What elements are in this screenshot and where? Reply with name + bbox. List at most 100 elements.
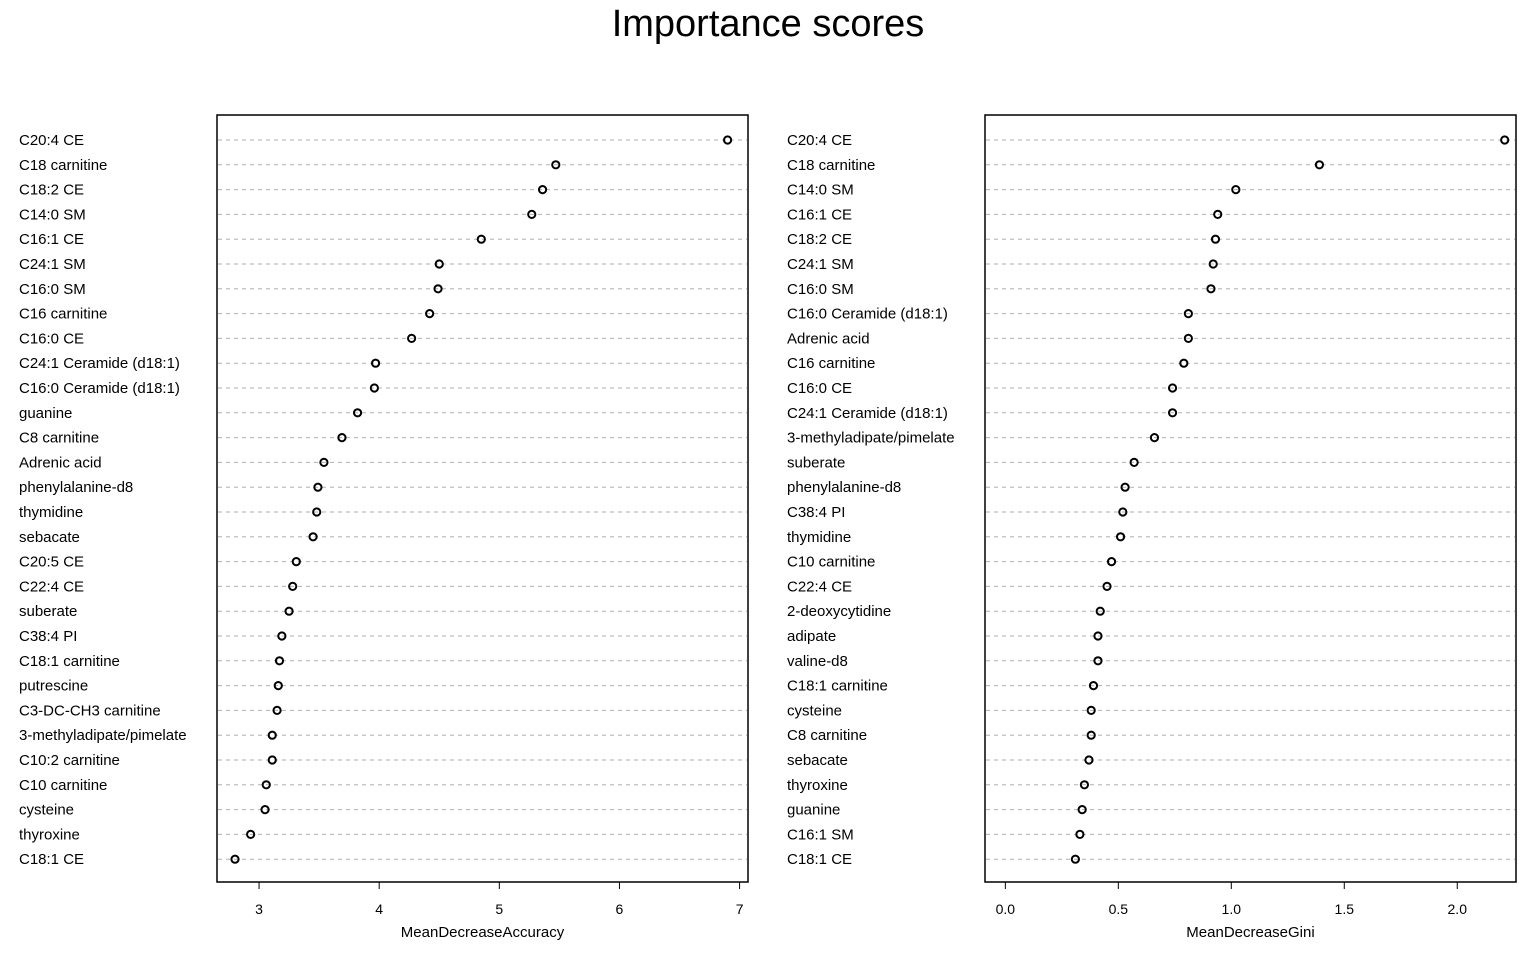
data-point [537, 185, 548, 195]
category-label: C24:1 SM [787, 256, 854, 273]
figure-title: Importance scores [612, 3, 925, 45]
plot-frame [216, 114, 749, 883]
x-tick-label: 0.5 [1109, 901, 1129, 917]
category-label: C24:1 SM [19, 256, 86, 273]
category-label: 2-deoxycytidine [787, 603, 891, 620]
data-point [1079, 780, 1090, 790]
category-label: C8 carnitine [787, 727, 867, 744]
category-label: thyroxine [19, 826, 80, 843]
category-label: 3-methyladipate/pimelate [19, 727, 187, 744]
data-point [1086, 705, 1096, 716]
data-point [277, 631, 287, 641]
data-point [1093, 631, 1103, 641]
category-label: C18:2 CE [787, 231, 852, 248]
data-point [272, 705, 282, 716]
category-label: C38:4 PI [787, 504, 845, 521]
plot-frame [984, 114, 1517, 883]
category-label: C3-DC-CH3 carnitine [19, 702, 161, 719]
x-tick-label: 7 [736, 901, 744, 917]
data-point [319, 457, 329, 467]
data-point [337, 433, 347, 443]
category-label: C14:0 SM [787, 182, 854, 199]
category-label: C16:0 Ceramide (d18:1) [787, 306, 948, 323]
data-point [425, 309, 435, 319]
x-tick-label: 1.5 [1335, 901, 1355, 917]
category-label: C22:4 CE [787, 578, 852, 595]
category-label: C16 carnitine [19, 306, 107, 323]
data-point [407, 333, 417, 343]
data-point [1208, 259, 1218, 269]
data-point [284, 606, 294, 616]
category-label: C16:0 SM [19, 281, 86, 298]
data-point [308, 532, 318, 542]
category-label: valine-d8 [787, 653, 848, 670]
category-label: 3-methyladipate/pimelate [787, 430, 955, 447]
category-label: C18:1 CE [787, 851, 852, 868]
data-point [246, 829, 256, 840]
data-point [1149, 433, 1160, 443]
category-label: suberate [787, 454, 845, 471]
data-point [1179, 358, 1189, 368]
data-point [1167, 383, 1178, 393]
data-point [1093, 656, 1103, 666]
category-label: C16 carnitine [787, 355, 875, 372]
data-point [1210, 234, 1221, 244]
category-label: C18 carnitine [19, 157, 107, 174]
x-axis-label: MeanDecreaseAccuracy [401, 924, 565, 941]
category-label: C18:1 carnitine [787, 678, 888, 695]
data-point [273, 681, 283, 691]
category-label: C18:1 carnitine [19, 653, 120, 670]
category-label: C8 carnitine [19, 430, 99, 447]
data-point [1086, 730, 1096, 740]
category-label: phenylalanine-d8 [787, 479, 901, 496]
data-point [1115, 532, 1126, 542]
data-point [313, 482, 323, 492]
data-point [1102, 581, 1112, 592]
category-label: C16:0 CE [787, 380, 852, 397]
data-point [1206, 284, 1216, 294]
category-label: sebacate [19, 529, 80, 546]
gini-dotchart-panel: C20:4 CE C18 carnitine C14:0 SM C16:1 CE C18… [787, 114, 1517, 941]
category-label: C10 carnitine [787, 554, 875, 571]
x-tick-label: 2.0 [1448, 901, 1468, 917]
data-point [1129, 457, 1139, 467]
category-label: Adrenic acid [19, 454, 102, 471]
data-point [551, 160, 561, 170]
category-label: C24:1 Ceramide (d18:1) [19, 355, 180, 372]
data-point [260, 805, 270, 815]
category-label: thymidine [19, 504, 83, 521]
category-label: phenylalanine-d8 [19, 479, 133, 496]
data-point [312, 507, 322, 517]
data-point [1070, 854, 1080, 864]
data-point [1077, 805, 1087, 815]
category-label: C20:5 CE [19, 554, 84, 571]
data-point [1213, 209, 1223, 219]
category-label: C16:0 CE [19, 330, 84, 347]
category-label: cysteine [787, 702, 842, 719]
data-point [1231, 185, 1241, 195]
x-tick-label: 1.0 [1222, 901, 1242, 917]
category-label: C38:4 PI [19, 628, 77, 645]
data-point [527, 209, 537, 219]
category-label: C18 carnitine [787, 157, 875, 174]
accuracy-dotchart-panel: C20:4 CE C18 carnitine C18:2 CE C14:0 SM C16… [19, 114, 749, 941]
x-axis-label: MeanDecreaseGini [1186, 924, 1314, 941]
data-point [434, 259, 444, 269]
data-point [1118, 507, 1128, 517]
category-label: C18:2 CE [19, 182, 84, 199]
data-point [291, 557, 301, 567]
data-point [261, 780, 271, 790]
category-label: C14:0 SM [19, 206, 86, 223]
category-label: C16:1 CE [19, 231, 84, 248]
category-label: adipate [787, 628, 836, 645]
category-label: guanine [787, 802, 840, 819]
category-label: C10:2 carnitine [19, 752, 120, 769]
data-point [1084, 755, 1094, 765]
x-tick-label: 0.0 [996, 901, 1016, 917]
category-label: C10 carnitine [19, 777, 107, 794]
data-point [352, 408, 363, 418]
data-point [1167, 408, 1178, 418]
data-point [1075, 829, 1085, 840]
category-label: sebacate [787, 752, 848, 769]
